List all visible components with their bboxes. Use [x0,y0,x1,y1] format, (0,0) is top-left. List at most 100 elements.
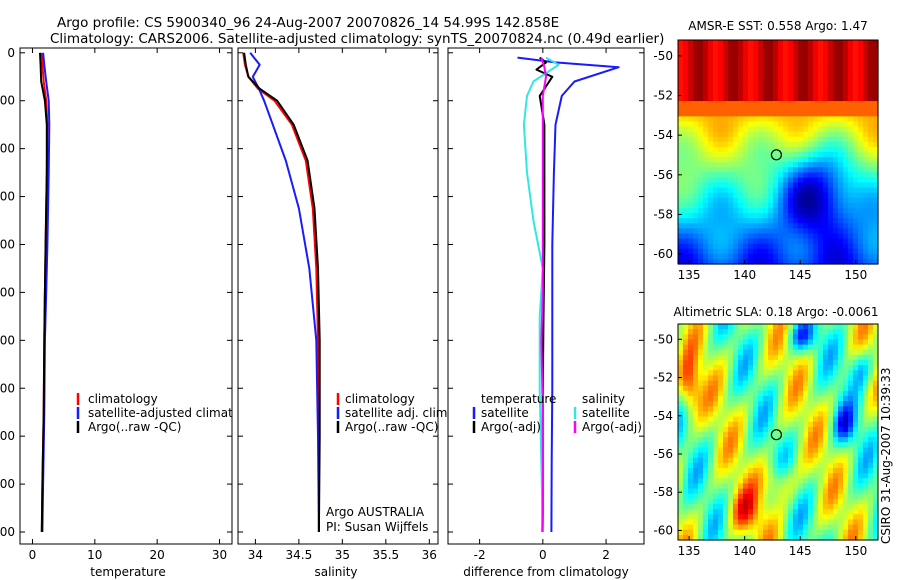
heatmap-cell [678,411,684,418]
heatmap-cell [693,121,699,128]
heatmap-cell [773,192,779,199]
heatmap-cell [713,437,719,443]
heatmap-cell [833,514,839,521]
heatmap-cell [828,416,834,423]
heatmap-cell [818,509,824,515]
heatmap-cell [693,339,699,346]
heatmap-cell [808,202,814,209]
heatmap-cell [713,182,719,189]
heatmap-cell [793,329,799,335]
heatmap-cell [678,157,684,163]
heatmap-cell [823,370,829,377]
heatmap-cell [863,406,869,413]
heatmap-cell [818,116,824,123]
heatmap-cell [833,70,839,77]
heatmap-cell [873,504,879,510]
heatmap-cell [793,483,799,490]
heatmap-cell [713,534,719,541]
heatmap-cell [753,354,759,361]
heatmap-cell [803,85,809,92]
heatmap-cell [853,136,859,143]
heatmap-cell [753,45,759,51]
heatmap-cell [873,411,879,418]
heatmap-cell [693,157,699,163]
heatmap-cell [788,488,794,495]
heatmap-cell [723,385,729,392]
heatmap-cell [683,334,689,341]
heatmap-cell [708,519,714,526]
heatmap-cell [683,152,689,158]
heatmap-cell [763,146,769,153]
heatmap-cell [738,131,744,138]
heatmap-cell [833,375,839,382]
heatmap-cell [688,213,694,219]
heatmap-cell [813,228,819,235]
heatmap-cell [753,192,759,199]
heatmap-cell [868,45,874,51]
heatmap-cell [828,339,834,346]
heatmap-cell [818,354,824,361]
heatmap-cell [843,96,849,102]
heatmap-cell [778,416,784,423]
heatmap-cell [728,334,734,341]
heatmap-cell [818,344,824,351]
heatmap-cell [688,457,694,464]
map-y-tick-label: -50 [653,49,673,63]
heatmap-cell [758,478,764,485]
heatmap-cell [773,90,779,97]
heatmap-cell [723,218,729,224]
heatmap-cell [703,187,709,194]
heatmap-cell [738,534,744,541]
heatmap-cell [873,349,879,356]
heatmap-cell [858,90,864,97]
heatmap-cell [743,96,749,102]
heatmap-cell [868,55,874,61]
heatmap-cell [863,258,869,265]
heatmap-cell [793,80,799,87]
heatmap-cell [738,329,744,335]
heatmap-cell [803,233,809,240]
heatmap-cell [723,197,729,204]
heatmap-cell [773,182,779,189]
heatmap-cell [698,146,704,153]
heatmap-cell [678,468,684,474]
map-x-tick-label: 140 [733,268,756,282]
heatmap-cell [713,101,719,107]
y-tick-label: 1600 [0,429,15,443]
heatmap-cell [858,493,864,500]
heatmap-cell [728,488,734,495]
heatmap-cell [763,101,769,107]
heatmap-cell [793,253,799,260]
heatmap-cell [838,258,844,265]
heatmap-cell [828,493,834,500]
heatmap-cell [848,197,854,204]
heatmap-cell [683,167,689,173]
heatmap-cell [678,208,684,214]
heatmap-cell [693,197,699,204]
heatmap-cell [783,396,789,402]
heatmap-cell [858,65,864,72]
heatmap-cell [813,116,819,123]
heatmap-cell [738,375,744,382]
salinity-lines [242,52,321,533]
heatmap-cell [693,40,699,46]
heatmap-cell [713,447,719,454]
heatmap-cell [868,243,874,250]
heatmap-cell [733,509,739,515]
heatmap-cell [713,329,719,335]
heatmap-cell [743,462,749,469]
heatmap-cell [773,504,779,510]
heatmap-cell [843,208,849,214]
heatmap-cell [698,218,704,224]
heatmap-cell [718,365,724,371]
heatmap-cell [803,50,809,56]
heatmap-cell [823,344,829,351]
heatmap-cell [798,157,804,163]
heatmap-cell [763,167,769,173]
heatmap-cell [738,426,744,433]
heatmap-cell [798,534,804,541]
heatmap-cell [793,182,799,189]
heatmap-cell [753,442,759,449]
heatmap-cell [798,354,804,361]
heatmap-cell [698,421,704,428]
